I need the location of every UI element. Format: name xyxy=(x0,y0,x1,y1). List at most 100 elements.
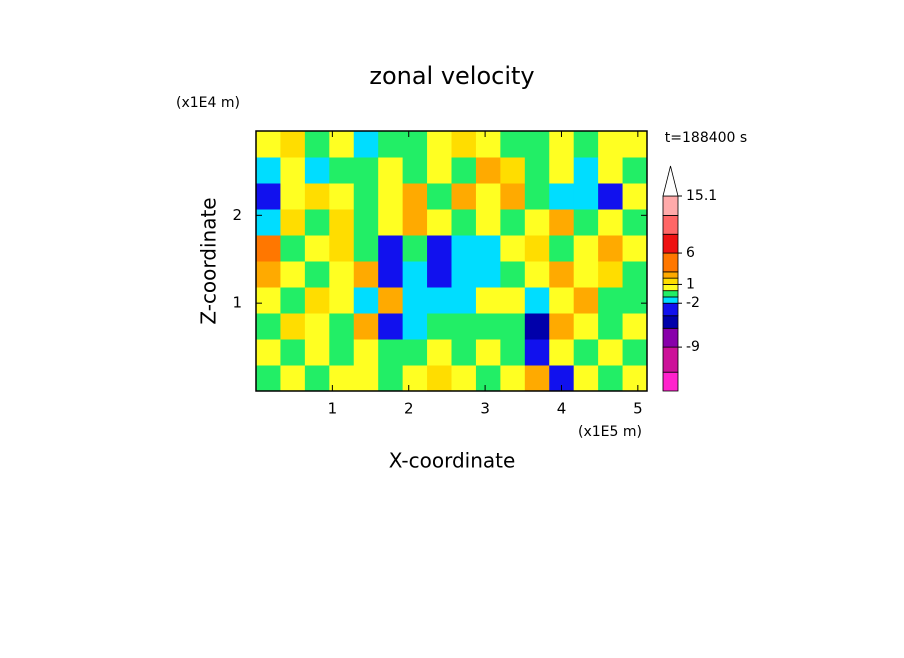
contour-cell xyxy=(451,339,477,366)
contour-cell xyxy=(353,209,379,236)
x-tick-label: 5 xyxy=(633,400,643,418)
contour-cell xyxy=(573,313,599,340)
contour-cell xyxy=(280,183,306,210)
contour-cell xyxy=(427,365,452,392)
contour-cell xyxy=(378,365,404,392)
contour-cell xyxy=(353,365,379,392)
y-unit: (x1E4 m) xyxy=(176,95,240,111)
contour-cell xyxy=(475,157,501,184)
contour-cell xyxy=(451,183,477,210)
contour-cell xyxy=(500,339,526,366)
contour-cell xyxy=(378,235,404,262)
contour-cell xyxy=(329,365,355,392)
contour-cell xyxy=(304,287,330,314)
contour-cell xyxy=(427,209,452,236)
contour-cell xyxy=(304,235,330,262)
contour-cell xyxy=(475,261,501,288)
contour-cell xyxy=(304,157,330,184)
contour-cell xyxy=(598,157,624,184)
contour-cell xyxy=(304,313,330,340)
x-tick-label: 1 xyxy=(328,400,338,418)
colorbar-label: -2 xyxy=(686,295,700,311)
contour-cell xyxy=(304,183,330,210)
contour-cell xyxy=(353,261,379,288)
contour-cell xyxy=(500,183,526,210)
contour-cell xyxy=(378,261,404,288)
contour-cell xyxy=(451,313,477,340)
contour-cell xyxy=(329,183,355,210)
contour-cell xyxy=(622,313,648,340)
contour-cell xyxy=(598,183,624,210)
contour-cell xyxy=(280,339,306,366)
contour-cell xyxy=(475,287,501,314)
contour-cell xyxy=(378,313,404,340)
colorbar-box xyxy=(662,252,679,273)
contour-cell xyxy=(256,157,281,184)
contour-cell xyxy=(427,131,452,158)
contour-cell xyxy=(549,235,575,262)
contour-cell xyxy=(500,365,526,392)
contour-cell xyxy=(500,131,526,158)
contour-cell xyxy=(451,261,477,288)
x-tick-label: 3 xyxy=(480,400,490,418)
colorbar-box xyxy=(662,327,679,348)
colorbar-arrow xyxy=(662,165,679,197)
contour-cell xyxy=(475,209,501,236)
x-tick-label: 2 xyxy=(404,400,414,418)
contour-cell xyxy=(280,313,306,340)
contour-cell xyxy=(622,235,648,262)
contour-cell xyxy=(622,183,648,210)
contour-cell xyxy=(451,209,477,236)
colorbar-box xyxy=(662,302,679,317)
contour-cell xyxy=(304,131,330,158)
contour-cell xyxy=(549,313,575,340)
contour-cell xyxy=(329,131,355,158)
contour-cell xyxy=(475,365,501,392)
contour-cell xyxy=(475,313,501,340)
y-tick-label: 2 xyxy=(232,206,242,224)
contour-cell xyxy=(524,183,550,210)
contour-cell xyxy=(280,131,306,158)
contour-cell xyxy=(329,287,355,314)
contour-cell xyxy=(475,235,501,262)
contour-cell xyxy=(573,183,599,210)
contour-cell xyxy=(427,313,452,340)
colorbar-box xyxy=(662,215,679,235)
colorbar-box xyxy=(662,346,679,373)
contour-cell xyxy=(378,131,404,158)
contour-cell xyxy=(256,131,281,158)
contour-cell xyxy=(256,313,281,340)
contour-cell xyxy=(500,209,526,236)
contour-cell xyxy=(353,131,379,158)
contour-cell xyxy=(573,287,599,314)
contour-cell xyxy=(402,157,428,184)
contour-cell xyxy=(524,209,550,236)
contour-cell xyxy=(622,287,648,314)
contour-cell xyxy=(402,261,428,288)
contour-cell xyxy=(256,339,281,366)
colorbar-box xyxy=(662,195,679,216)
plot-frame xyxy=(255,130,648,392)
contour-cell xyxy=(549,339,575,366)
contour-cell xyxy=(378,287,404,314)
contour-cell xyxy=(353,235,379,262)
contour-cell xyxy=(378,157,404,184)
colorbar-label: 1 xyxy=(686,276,695,292)
contour-cell xyxy=(524,131,550,158)
contour-cell xyxy=(598,131,624,158)
contour-cell xyxy=(500,287,526,314)
contour-cell xyxy=(598,261,624,288)
contour-cell xyxy=(451,131,477,158)
contour-cell xyxy=(451,157,477,184)
contour-cell xyxy=(256,261,281,288)
contour-cell xyxy=(304,209,330,236)
contour-cell xyxy=(549,287,575,314)
contour-cell xyxy=(549,209,575,236)
colorbar-box xyxy=(662,371,679,392)
contour-cell xyxy=(280,235,306,262)
contour-cell xyxy=(475,183,501,210)
contour-cell xyxy=(256,235,281,262)
colorbar-box xyxy=(662,277,679,285)
contour-cell xyxy=(378,183,404,210)
